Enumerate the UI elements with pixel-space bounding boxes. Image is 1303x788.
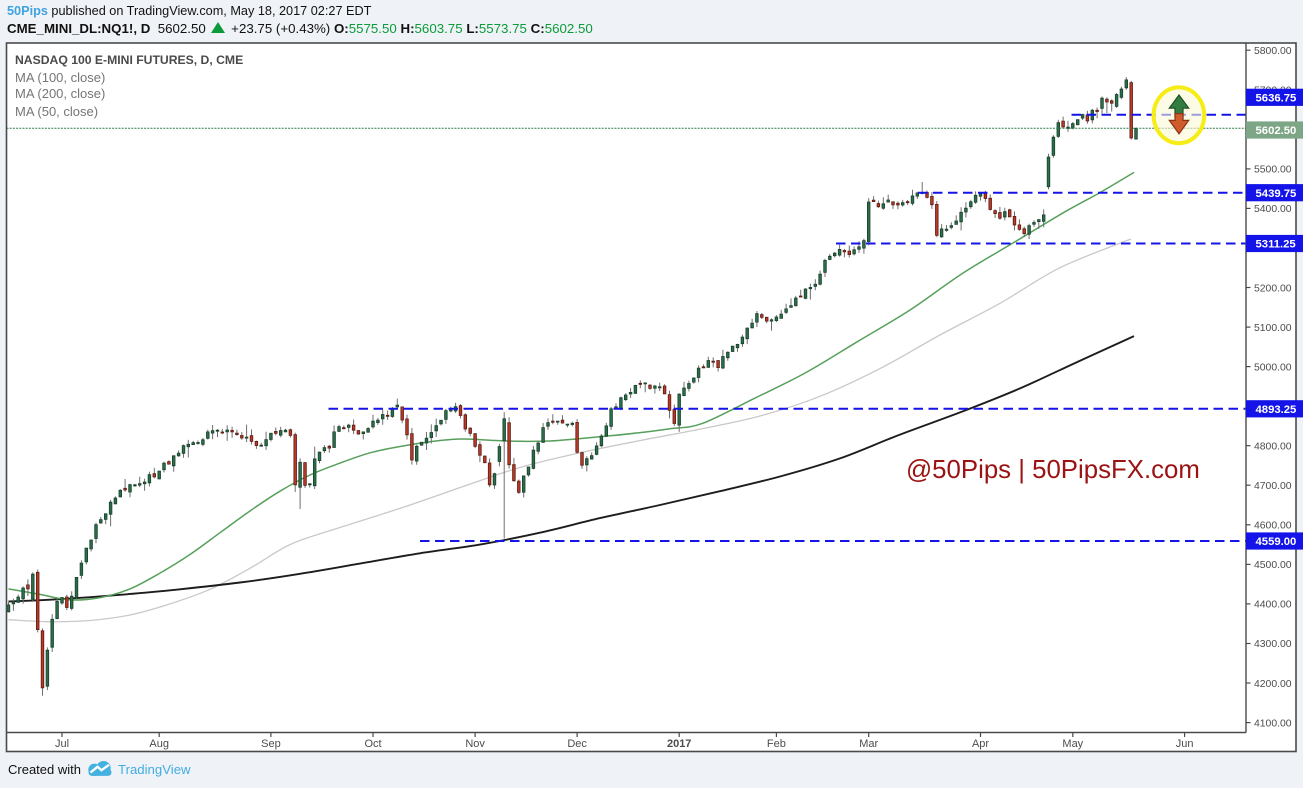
- svg-text:5636.75: 5636.75: [1256, 93, 1297, 105]
- svg-text:5500.00: 5500.00: [1254, 165, 1292, 176]
- svg-text:Nov: Nov: [465, 738, 485, 750]
- svg-text:Dec: Dec: [567, 738, 587, 750]
- svg-text:4200.00: 4200.00: [1254, 679, 1292, 690]
- svg-text:4559.00: 4559.00: [1256, 536, 1297, 548]
- svg-text:5100.00: 5100.00: [1254, 323, 1292, 334]
- svg-text:4700.00: 4700.00: [1254, 481, 1292, 492]
- svg-text:5800.00: 5800.00: [1254, 46, 1292, 57]
- svg-text:Apr: Apr: [972, 738, 989, 750]
- svg-text:Mar: Mar: [859, 738, 878, 750]
- svg-text:Sep: Sep: [261, 738, 281, 750]
- svg-text:Feb: Feb: [767, 738, 786, 750]
- svg-text:4400.00: 4400.00: [1254, 600, 1292, 611]
- svg-text:Oct: Oct: [364, 738, 381, 750]
- svg-text:5000.00: 5000.00: [1254, 362, 1292, 373]
- svg-text:4100.00: 4100.00: [1254, 718, 1292, 729]
- svg-text:5200.00: 5200.00: [1254, 283, 1292, 294]
- svg-text:Jun: Jun: [1176, 738, 1194, 750]
- svg-text:5400.00: 5400.00: [1254, 204, 1292, 215]
- svg-text:2017: 2017: [667, 738, 691, 750]
- svg-text:4600.00: 4600.00: [1254, 521, 1292, 532]
- svg-text:4893.25: 4893.25: [1256, 404, 1297, 416]
- svg-text:4300.00: 4300.00: [1254, 639, 1292, 650]
- svg-text:Aug: Aug: [149, 738, 169, 750]
- svg-text:4500.00: 4500.00: [1254, 560, 1292, 571]
- svg-text:5439.75: 5439.75: [1256, 188, 1297, 200]
- svg-text:4800.00: 4800.00: [1254, 442, 1292, 453]
- svg-text:5311.25: 5311.25: [1256, 239, 1296, 251]
- svg-text:Jul: Jul: [55, 738, 69, 750]
- svg-text:5602.50: 5602.50: [1256, 125, 1297, 137]
- svg-text:May: May: [1062, 738, 1083, 750]
